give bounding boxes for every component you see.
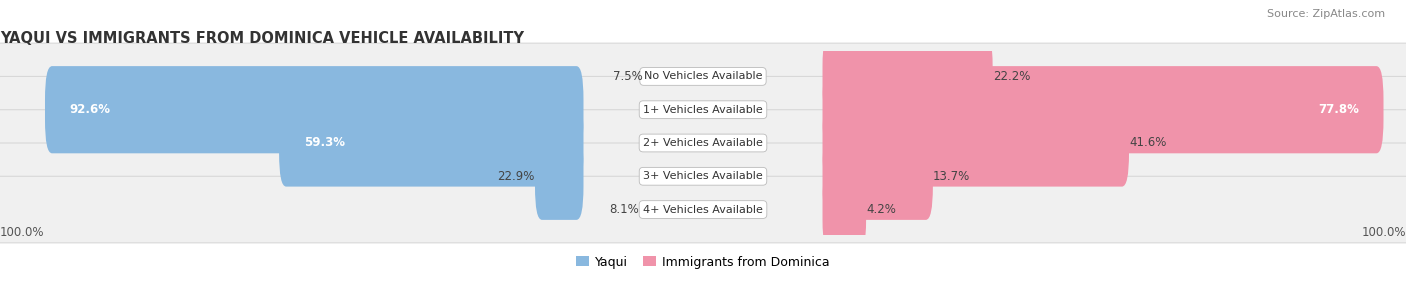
FancyBboxPatch shape [278,100,583,186]
FancyBboxPatch shape [0,143,1406,210]
FancyBboxPatch shape [823,133,934,220]
Text: 59.3%: 59.3% [304,136,344,150]
Text: 4.2%: 4.2% [866,203,896,216]
FancyBboxPatch shape [823,66,1384,153]
Text: 4+ Vehicles Available: 4+ Vehicles Available [643,204,763,214]
Text: 100.0%: 100.0% [0,226,45,239]
Text: 2+ Vehicles Available: 2+ Vehicles Available [643,138,763,148]
FancyBboxPatch shape [823,33,993,120]
FancyBboxPatch shape [0,176,1406,243]
FancyBboxPatch shape [0,76,1406,143]
Legend: Yaqui, Immigrants from Dominica: Yaqui, Immigrants from Dominica [576,255,830,269]
Text: 41.6%: 41.6% [1129,136,1167,150]
Text: 92.6%: 92.6% [69,103,111,116]
FancyBboxPatch shape [823,100,1129,186]
FancyBboxPatch shape [0,43,1406,110]
Text: 8.1%: 8.1% [609,203,640,216]
Text: Source: ZipAtlas.com: Source: ZipAtlas.com [1267,9,1385,19]
FancyBboxPatch shape [0,110,1406,176]
Text: 100.0%: 100.0% [1361,226,1406,239]
Text: 22.2%: 22.2% [993,70,1031,83]
FancyBboxPatch shape [823,166,866,253]
Text: YAQUI VS IMMIGRANTS FROM DOMINICA VEHICLE AVAILABILITY: YAQUI VS IMMIGRANTS FROM DOMINICA VEHICL… [0,31,524,47]
Text: 1+ Vehicles Available: 1+ Vehicles Available [643,105,763,115]
FancyBboxPatch shape [534,133,583,220]
Text: No Vehicles Available: No Vehicles Available [644,72,762,82]
Text: 22.9%: 22.9% [498,170,534,183]
Text: 13.7%: 13.7% [934,170,970,183]
Text: 77.8%: 77.8% [1317,103,1358,116]
Text: 3+ Vehicles Available: 3+ Vehicles Available [643,171,763,181]
FancyBboxPatch shape [45,66,583,153]
Text: 7.5%: 7.5% [613,70,644,83]
